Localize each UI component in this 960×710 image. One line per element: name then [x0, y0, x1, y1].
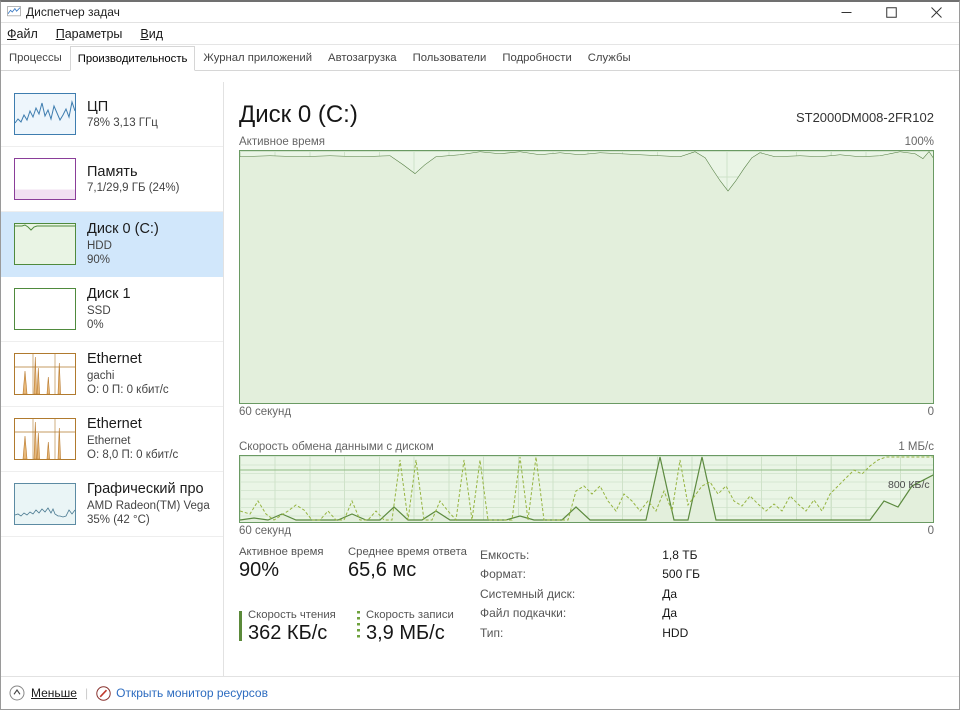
svg-text:800 КБ/с: 800 КБ/с — [888, 479, 930, 491]
